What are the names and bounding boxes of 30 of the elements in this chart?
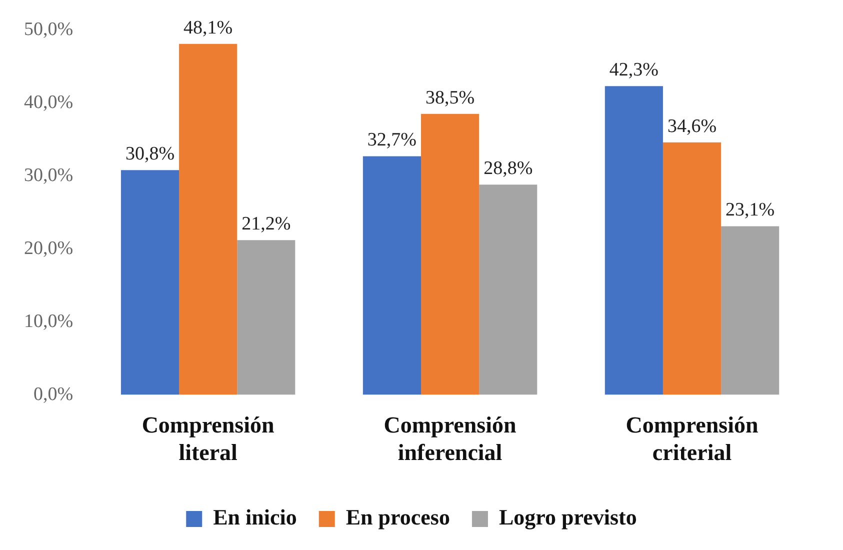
- bar: [362, 156, 421, 395]
- bar: [662, 142, 722, 395]
- y-tick-label: 10,0%: [24, 310, 74, 332]
- x-tick-label: Comprensión literal: [142, 412, 275, 466]
- y-tick-label: 20,0%: [24, 238, 74, 259]
- data-label: 23,1%: [726, 200, 775, 221]
- y-tick-label: 50,0%: [24, 18, 74, 40]
- bar: [479, 184, 538, 395]
- data-label: 34,6%: [667, 116, 717, 137]
- legend-label: En inicio: [213, 504, 297, 530]
- bar: [604, 86, 663, 395]
- bar: [237, 240, 296, 395]
- y-tick-label: 40,0%: [24, 92, 74, 113]
- bar: [120, 170, 180, 395]
- bar: [421, 114, 480, 395]
- y-tick-label: 0,0%: [34, 384, 74, 405]
- bar: [179, 44, 238, 395]
- data-label: 30,8%: [125, 144, 175, 165]
- data-label: 21,2%: [242, 214, 291, 235]
- data-label: 28,8%: [484, 158, 533, 180]
- y-tick-label: 30,0%: [24, 164, 74, 186]
- data-label: 48,1%: [184, 17, 233, 38]
- data-label: 42,3%: [609, 60, 659, 81]
- data-label: 32,7%: [367, 130, 417, 151]
- legend-label: Logro previsto: [498, 504, 637, 530]
- bar: [721, 226, 780, 395]
- legend-label: En proceso: [346, 504, 450, 530]
- data-label: 38,5%: [426, 87, 475, 108]
- x-tick-label: Comprensión criterial: [626, 412, 758, 466]
- x-tick-label: Comprensión inferencial: [384, 412, 516, 466]
